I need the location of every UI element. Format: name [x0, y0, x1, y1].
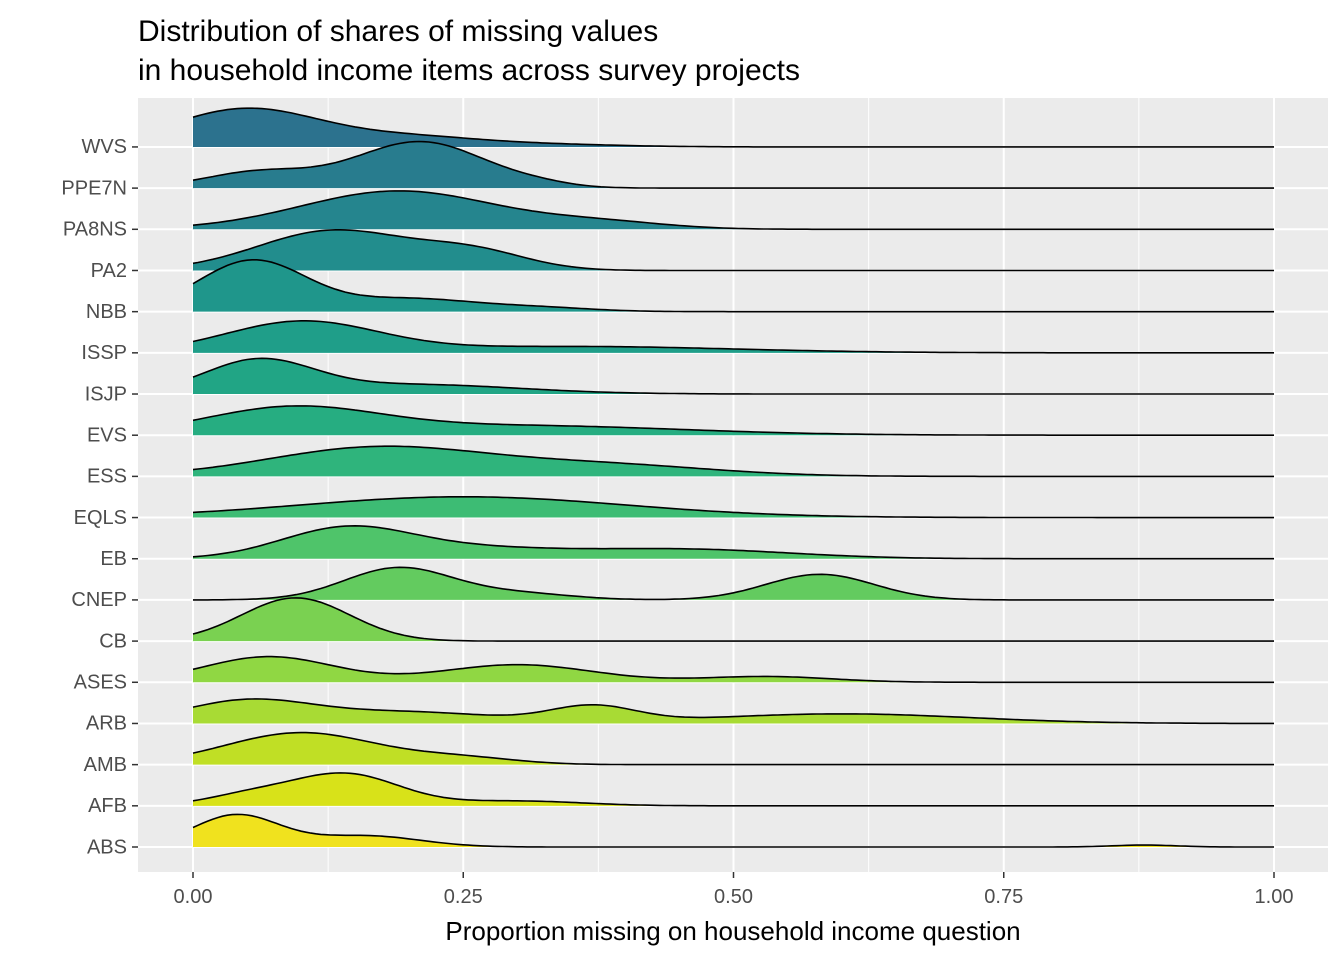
y-tick-label: AMB — [84, 754, 127, 776]
ridge-outline-pa8ns — [192, 190, 1274, 231]
ridge-outline-afb — [192, 772, 1274, 807]
ridge-fill-pa8ns — [193, 190, 1274, 230]
y-axis: ABS AFB AMB ARB ASES CB CNEP EB EQLS ESS EVS ISJP IS… — [61, 136, 138, 858]
x-axis-title: Proportion missing on household income q… — [445, 916, 1020, 946]
x-tick-label: 0.75 — [984, 886, 1023, 908]
x-tick-label: 0.50 — [714, 886, 753, 908]
y-tick-label: EVS — [87, 424, 127, 446]
y-tick-label: CNEP — [71, 589, 127, 611]
ridge-fill-isjp — [193, 358, 1274, 395]
x-tick-label: 0.25 — [444, 886, 483, 908]
x-tick-label: 0.00 — [174, 886, 213, 908]
ridge-outline-isjp — [192, 357, 1274, 395]
ridge-fill-ppe7n — [193, 141, 1274, 189]
ridge-outline-issp — [192, 320, 1274, 354]
ridge-outline-pa2 — [192, 229, 1274, 272]
y-tick-label: ABS — [87, 836, 127, 858]
ridge-fill-ess — [193, 446, 1274, 477]
ridge-fill-wvs — [193, 108, 1274, 147]
ridge-outline-ess — [192, 445, 1274, 478]
ridge-outline-eqls — [192, 496, 1274, 519]
y-tick-label: PPE7N — [61, 177, 127, 199]
ridge-fill-arb — [193, 698, 1274, 724]
ridge-fill-nbb — [193, 259, 1274, 312]
ridge-fill-cnep — [193, 567, 1274, 600]
x-tick-label: 1.00 — [1255, 886, 1294, 908]
ridge-outline-nbb — [192, 259, 1274, 313]
ridge-outline-ppe7n — [192, 140, 1274, 189]
ridge-fill-abs — [193, 814, 1274, 847]
chart-title: Distribution of shares of missing values… — [138, 15, 800, 87]
ridge-fill-eqls — [193, 496, 1274, 518]
ridge-layer — [192, 107, 1274, 848]
y-tick-label: PA2 — [91, 260, 127, 282]
y-tick-label: CB — [99, 630, 127, 652]
x-axis: 0.00 0.25 0.50 0.75 1.00 — [174, 872, 1294, 908]
ridge-outline-ases — [192, 655, 1274, 684]
ridge-outline-cb — [192, 597, 1274, 642]
y-tick-label: EB — [100, 548, 127, 570]
ridge-outline-wvs — [192, 107, 1274, 148]
ridge-fill-amb — [193, 732, 1274, 765]
ridge-fill-evs — [193, 405, 1274, 436]
y-tick-label: ISJP — [85, 383, 127, 405]
ridge-outline-arb — [192, 698, 1274, 725]
y-tick-label: ESS — [87, 466, 127, 488]
ridge-fill-ases — [193, 656, 1274, 683]
ridge-outline-eb — [192, 524, 1274, 560]
y-tick-label: WVS — [81, 136, 127, 158]
ridge-fill-eb — [193, 525, 1274, 559]
y-tick-label: NBB — [86, 301, 127, 323]
y-tick-label: PA8NS — [63, 219, 127, 241]
ridge-outline-cnep — [193, 566, 1274, 601]
y-tick-label: ISSP — [81, 342, 127, 364]
ridge-outline-amb — [192, 731, 1274, 766]
y-tick-label: AFB — [88, 795, 127, 817]
ridge-fill-cb — [193, 597, 1274, 642]
ridge-fill-pa2 — [193, 229, 1274, 271]
y-tick-label: ARB — [86, 713, 127, 735]
ridge-outline-evs — [192, 405, 1274, 436]
ridge-outline-abs — [192, 813, 1274, 848]
y-tick-label: ASES — [74, 672, 127, 694]
y-tick-label: EQLS — [74, 507, 127, 529]
